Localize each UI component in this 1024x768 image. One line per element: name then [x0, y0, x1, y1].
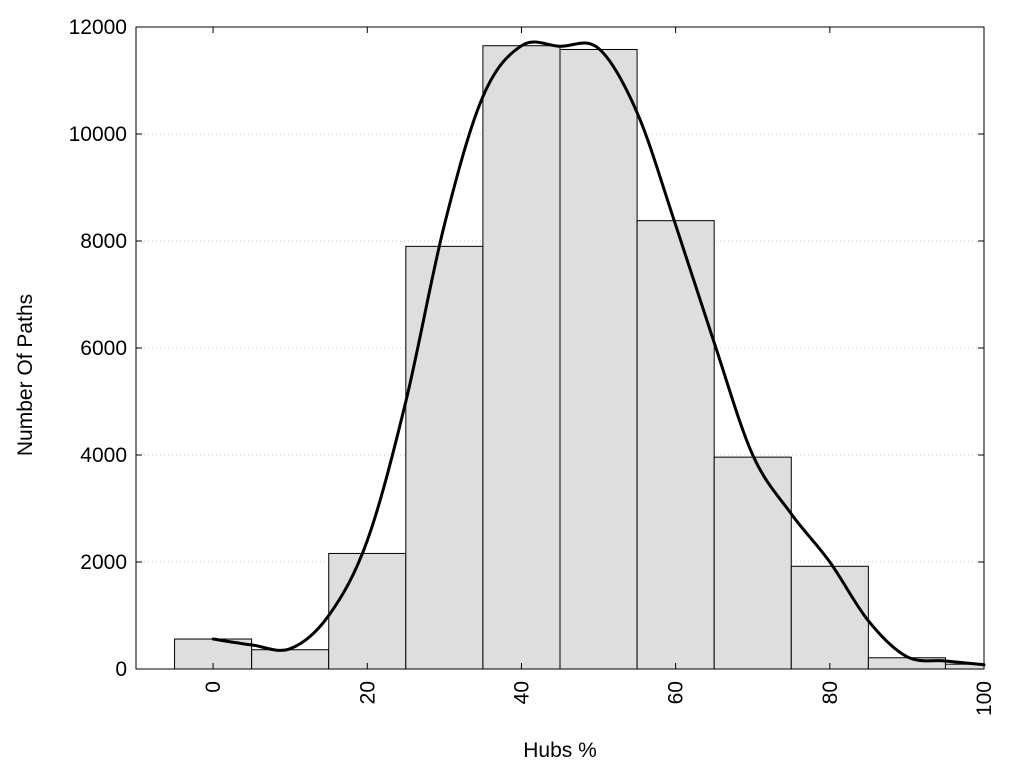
y-tick-label: 4000 — [80, 444, 127, 467]
x-tick-label: 80 — [819, 681, 842, 704]
density-curve-line — [211, 40, 986, 667]
x-tick-label: 100 — [973, 681, 996, 716]
x-axis-label: Hubs % — [523, 739, 597, 762]
histogram-bar — [405, 245, 484, 670]
x-tick-label: 60 — [665, 681, 688, 704]
histogram-bar — [636, 220, 715, 670]
x-tick-label: 40 — [510, 681, 533, 704]
density-curve — [211, 40, 986, 667]
y-tick-label: 6000 — [80, 337, 127, 360]
x-axis: 0 20 40 60 80 100 — [202, 27, 996, 716]
x-tick-label: 20 — [356, 681, 379, 704]
y-tick-label: 2000 — [80, 551, 127, 574]
y-tick-label: 12000 — [69, 16, 127, 39]
y-tick-label: 8000 — [80, 230, 127, 253]
histogram-bars — [174, 45, 985, 670]
y-axis-label: Number Of Paths — [14, 294, 37, 456]
histogram-bar — [559, 48, 638, 670]
histogram-bar — [251, 649, 330, 670]
x-tick-label: 0 — [202, 681, 225, 693]
y-tick-label: 10000 — [69, 123, 127, 146]
histogram-bar — [790, 565, 869, 670]
histogram-bar — [713, 456, 792, 670]
histogram-bar — [328, 552, 407, 670]
y-axis: 0 2000 4000 6000 8000 10000 12000 — [69, 16, 984, 681]
histogram-bar — [482, 45, 561, 670]
y-tick-label: 0 — [115, 658, 127, 681]
